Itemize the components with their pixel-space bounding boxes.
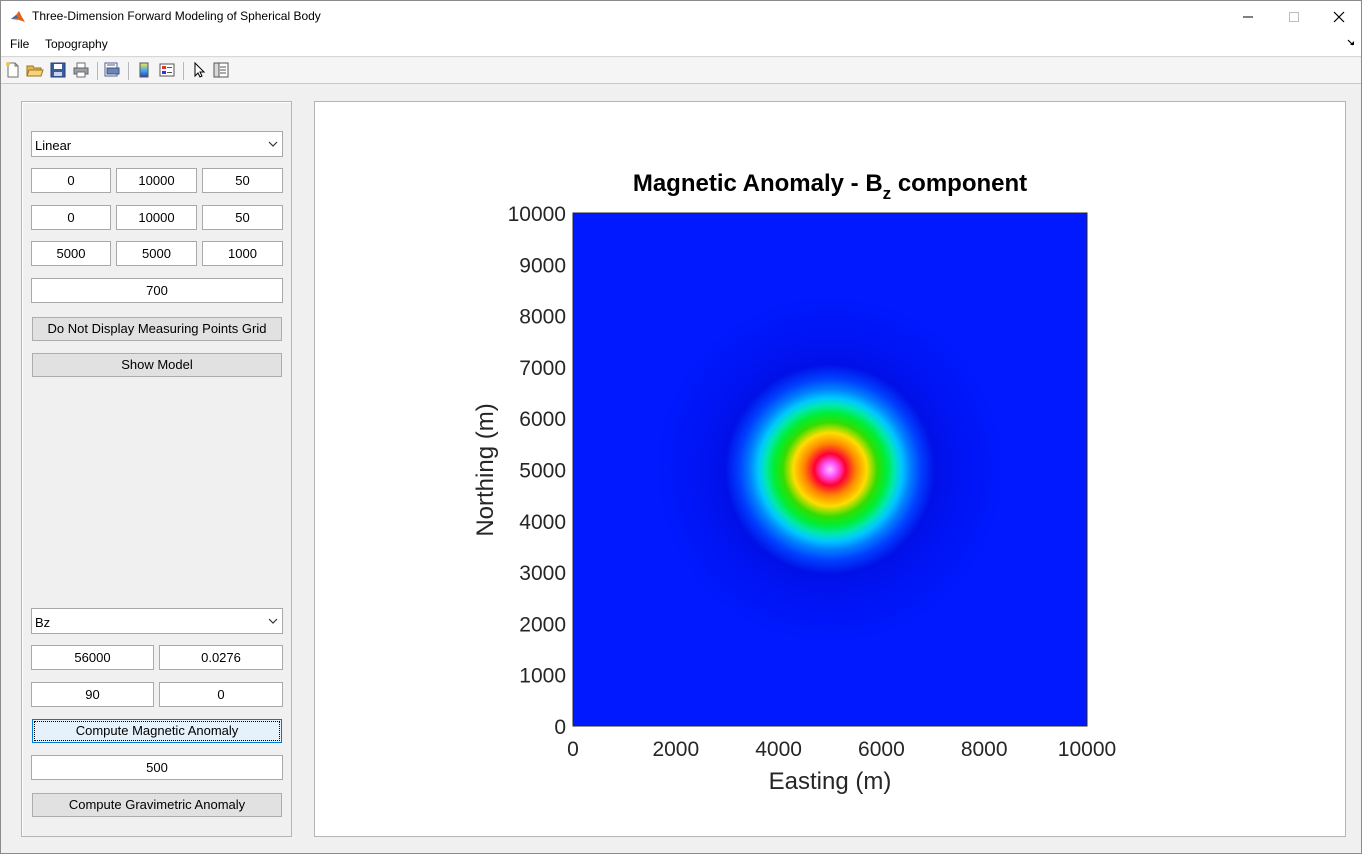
axes-frame xyxy=(572,212,1088,727)
minimize-button[interactable] xyxy=(1225,1,1271,32)
radius-field[interactable]: 700 xyxy=(31,278,283,303)
x-tick-label: 10000 xyxy=(1058,738,1116,761)
y-max-field[interactable]: 10000 xyxy=(116,205,197,230)
y-tick-label: 9000 xyxy=(519,254,566,277)
menu-file[interactable]: File xyxy=(10,37,30,51)
sphere-depth-field[interactable]: 1000 xyxy=(202,241,283,266)
anomaly-peak xyxy=(655,294,1005,645)
toolbar-separator xyxy=(97,62,98,80)
scale-select-value: Linear xyxy=(35,138,72,153)
y-axis-ticks: 0 1000 2000 3000 4000 5000 6000 7000 8000 9000 100… xyxy=(508,203,566,739)
y-tick-label: 7000 xyxy=(519,357,566,380)
show-model-button[interactable]: Show Model xyxy=(32,353,282,377)
y-tick-label: 6000 xyxy=(519,408,566,431)
sphere-y-field[interactable]: 5000 xyxy=(116,241,197,266)
chevron-down-icon xyxy=(268,618,278,624)
window-title: Three-Dimension Forward Modeling of Sphe… xyxy=(32,9,321,23)
chart-title: Magnetic Anomaly - Bz component xyxy=(633,170,1027,203)
x-tick-label: 8000 xyxy=(961,738,1008,761)
x-step-field[interactable]: 50 xyxy=(202,168,283,193)
maximize-icon xyxy=(1289,11,1299,22)
field-intensity-field[interactable]: 56000 xyxy=(31,645,154,670)
y-tick-label: 0 xyxy=(554,716,566,739)
susceptibility-field[interactable]: 0.0276 xyxy=(159,645,283,670)
figure-canvas: Magnetic Anomaly - Bz component 0 2000 400… xyxy=(314,101,1346,837)
y-tick-label: 5000 xyxy=(519,460,566,483)
open-folder-icon[interactable] xyxy=(26,61,44,79)
anomaly-heatmap-chart[interactable]: Magnetic Anomaly - Bz component 0 2000 400… xyxy=(315,102,1345,836)
x-axis-ticks: 0 2000 4000 6000 8000 10000 xyxy=(567,738,1116,761)
new-file-icon[interactable] xyxy=(4,61,22,79)
sphere-x-field[interactable]: 5000 xyxy=(31,241,111,266)
x-axis-label: Easting (m) xyxy=(769,768,892,795)
x-tick-label: 6000 xyxy=(858,738,905,761)
print-icon[interactable] xyxy=(72,61,90,79)
maximize-button[interactable] xyxy=(1271,1,1317,32)
colorbar-icon[interactable] xyxy=(135,61,153,79)
scale-select[interactable]: Linear xyxy=(31,131,283,157)
pointer-icon[interactable] xyxy=(190,61,208,79)
declination-field[interactable]: 0 xyxy=(159,682,283,707)
y-tick-label: 8000 xyxy=(519,306,566,329)
print-preview-icon[interactable] xyxy=(103,61,121,79)
x-max-field[interactable]: 10000 xyxy=(116,168,197,193)
inclination-field[interactable]: 90 xyxy=(31,682,154,707)
toolbar-separator xyxy=(128,62,129,80)
dock-arrow-icon[interactable] xyxy=(1347,39,1355,47)
menu-bar: File Topography xyxy=(1,32,1361,57)
minimize-icon xyxy=(1243,16,1253,17)
chevron-down-icon xyxy=(268,141,278,147)
title-bar: Three-Dimension Forward Modeling of Sphe… xyxy=(1,1,1361,32)
close-button[interactable] xyxy=(1316,1,1362,32)
x-tick-label: 2000 xyxy=(652,738,699,761)
save-icon[interactable] xyxy=(49,61,67,79)
y-tick-label: 2000 xyxy=(519,613,566,636)
grid-toggle-button[interactable]: Do Not Display Measuring Points Grid xyxy=(32,317,282,341)
matlab-icon xyxy=(11,11,25,22)
compute-gravimetric-button[interactable]: Compute Gravimetric Anomaly xyxy=(32,793,282,817)
close-icon xyxy=(1333,11,1345,22)
legend-icon[interactable] xyxy=(158,61,176,79)
y-axis-label: Northing (m) xyxy=(472,403,499,536)
control-panel: Linear 0 10000 50 0 10000 50 5000 5000 1… xyxy=(21,101,292,837)
y-step-field[interactable]: 50 xyxy=(202,205,283,230)
component-select-value: Bz xyxy=(35,615,51,630)
y-tick-label: 10000 xyxy=(508,203,566,226)
y-tick-label: 1000 xyxy=(519,665,566,688)
density-field[interactable]: 500 xyxy=(31,755,283,780)
toolbar xyxy=(1,58,1361,84)
component-select[interactable]: Bz xyxy=(31,608,283,634)
compute-magnetic-button[interactable]: Compute Magnetic Anomaly xyxy=(32,719,282,743)
property-inspector-icon[interactable] xyxy=(212,61,230,79)
x-tick-label: 4000 xyxy=(755,738,802,761)
y-tick-label: 4000 xyxy=(519,511,566,534)
y-min-field[interactable]: 0 xyxy=(31,205,111,230)
plot-area xyxy=(572,212,1088,727)
toolbar-separator xyxy=(183,62,184,80)
y-tick-label: 3000 xyxy=(519,562,566,585)
x-min-field[interactable]: 0 xyxy=(31,168,111,193)
x-tick-label: 0 xyxy=(567,738,579,761)
menu-topography[interactable]: Topography xyxy=(45,37,108,51)
